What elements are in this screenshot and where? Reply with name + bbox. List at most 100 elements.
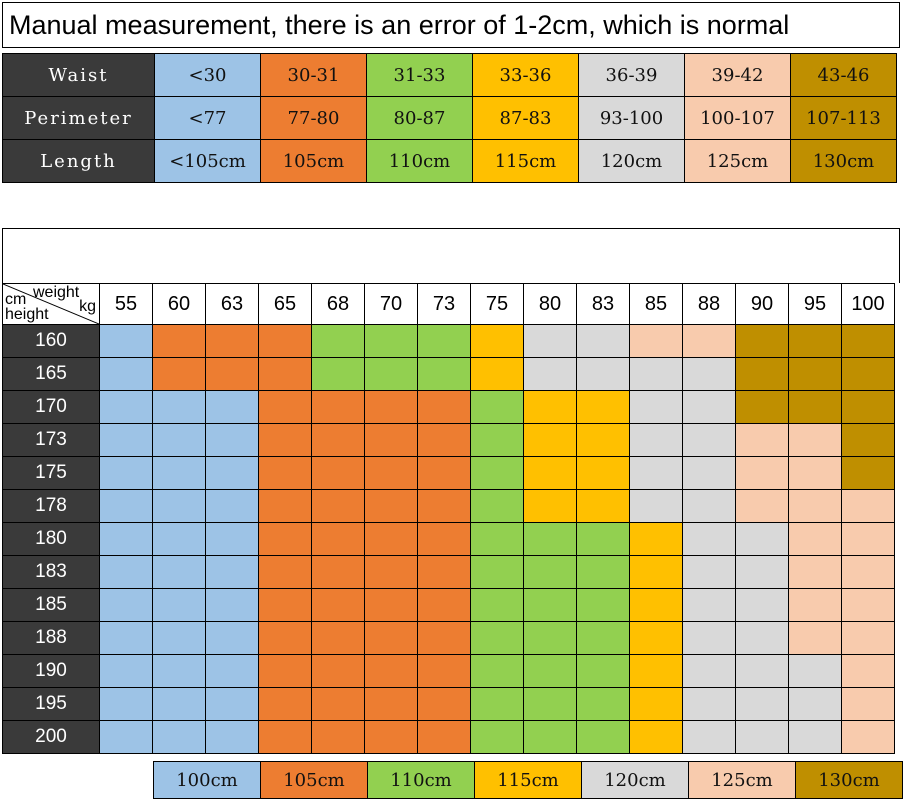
weight-header-cell: 100 [841, 283, 895, 325]
grid-row: 200 [2, 720, 895, 754]
grid-color-cell [258, 720, 312, 754]
size-value-cell: 39-42 [684, 53, 791, 97]
grid-color-cell [364, 720, 418, 754]
grid-color-cell [735, 621, 789, 655]
weight-header-cell: 80 [523, 283, 577, 325]
grid-color-cell [576, 324, 630, 358]
grid-color-cell [523, 456, 577, 490]
length-legend: 100cm 105cm 110cm 115cm 120cm 125cm 130cm [153, 761, 903, 799]
grid-header-row: weight cm kg height 55 60 63 65 68 70 73 75 80 83 85 88… [2, 283, 895, 325]
grid-color-cell [205, 324, 259, 358]
grid-color-cell [205, 687, 259, 721]
grid-color-cell [99, 489, 153, 523]
grid-color-cell [682, 324, 736, 358]
weight-header-cell: 75 [470, 283, 524, 325]
grid-color-cell [364, 423, 418, 457]
grid-color-cell [576, 522, 630, 556]
grid-row: 190 [2, 654, 895, 688]
grid-color-cell [629, 621, 683, 655]
size-row-label: Length [2, 139, 155, 183]
grid-color-cell [841, 687, 895, 721]
grid-color-cell [258, 324, 312, 358]
grid-row: 178 [2, 489, 895, 523]
grid-color-cell [470, 621, 524, 655]
weight-header-cell: 60 [152, 283, 206, 325]
grid-color-cell [523, 522, 577, 556]
grid-color-cell [152, 621, 206, 655]
size-row-length: Length <105cm 105cm 110cm 115cm 120cm 125cm 130… [2, 139, 897, 183]
size-grid: weight cm kg height 55 60 63 65 68 70 73 75 80 83 85 88… [2, 283, 895, 754]
grid-color-cell [629, 324, 683, 358]
legend-cell: 120cm [581, 761, 689, 799]
grid-color-cell [576, 720, 630, 754]
grid-color-cell [152, 456, 206, 490]
grid-color-cell [470, 687, 524, 721]
grid-color-cell [311, 720, 365, 754]
grid-color-cell [364, 654, 418, 688]
legend-cell: 125cm [688, 761, 796, 799]
grid-color-cell [788, 423, 842, 457]
grid-row: 160 [2, 324, 895, 358]
grid-color-cell [417, 390, 471, 424]
grid-color-cell [311, 687, 365, 721]
grid-color-cell [258, 522, 312, 556]
grid-color-cell [417, 456, 471, 490]
grid-color-cell [311, 423, 365, 457]
grid-color-cell [470, 423, 524, 457]
grid-color-cell [523, 324, 577, 358]
grid-color-cell [470, 489, 524, 523]
size-row-label: Waist [2, 53, 155, 97]
grid-color-cell [682, 357, 736, 391]
grid-color-cell [841, 720, 895, 754]
size-row-perimeter: Perimeter <77 77-80 80-87 87-83 93-100 100-107… [2, 96, 897, 140]
grid-row: 188 [2, 621, 895, 655]
grid-color-cell [523, 720, 577, 754]
grid-color-cell [841, 390, 895, 424]
weight-header-cell: 90 [735, 283, 789, 325]
weight-header-cell: 83 [576, 283, 630, 325]
size-value-cell: <30 [154, 53, 261, 97]
height-header-cell: 195 [2, 687, 100, 721]
grid-color-cell [258, 654, 312, 688]
corner-cm-label: cm [5, 291, 27, 308]
grid-color-cell [311, 390, 365, 424]
grid-color-cell [629, 423, 683, 457]
size-row-label: Perimeter [2, 96, 155, 140]
grid-color-cell [470, 456, 524, 490]
grid-color-cell [576, 456, 630, 490]
size-value-cell: 115cm [472, 139, 579, 183]
grid-color-cell [417, 687, 471, 721]
grid-color-cell [152, 324, 206, 358]
grid-color-cell [311, 555, 365, 589]
size-value-cell: 105cm [260, 139, 367, 183]
grid-color-cell [682, 654, 736, 688]
chart-banner [2, 228, 900, 283]
grid-color-cell [258, 555, 312, 589]
grid-color-cell [99, 621, 153, 655]
grid-color-cell [735, 720, 789, 754]
grid-color-cell [576, 621, 630, 655]
grid-color-cell [364, 357, 418, 391]
weight-header-cell: 73 [417, 283, 471, 325]
grid-color-cell [523, 687, 577, 721]
grid-color-cell [417, 489, 471, 523]
grid-color-cell [841, 324, 895, 358]
grid-color-cell [205, 522, 259, 556]
grid-color-cell [364, 687, 418, 721]
grid-color-cell [735, 555, 789, 589]
grid-color-cell [364, 390, 418, 424]
grid-color-cell [841, 489, 895, 523]
grid-color-cell [417, 654, 471, 688]
legend-cell: 105cm [260, 761, 368, 799]
height-header-cell: 190 [2, 654, 100, 688]
height-header-cell: 178 [2, 489, 100, 523]
size-value-cell: 30-31 [260, 53, 367, 97]
corner-kg-label: kg [79, 298, 96, 315]
grid-color-cell [311, 588, 365, 622]
grid-color-cell [311, 324, 365, 358]
grid-color-cell [629, 456, 683, 490]
grid-color-cell [152, 522, 206, 556]
height-header-cell: 200 [2, 720, 100, 754]
grid-color-cell [258, 357, 312, 391]
grid-color-cell [788, 357, 842, 391]
